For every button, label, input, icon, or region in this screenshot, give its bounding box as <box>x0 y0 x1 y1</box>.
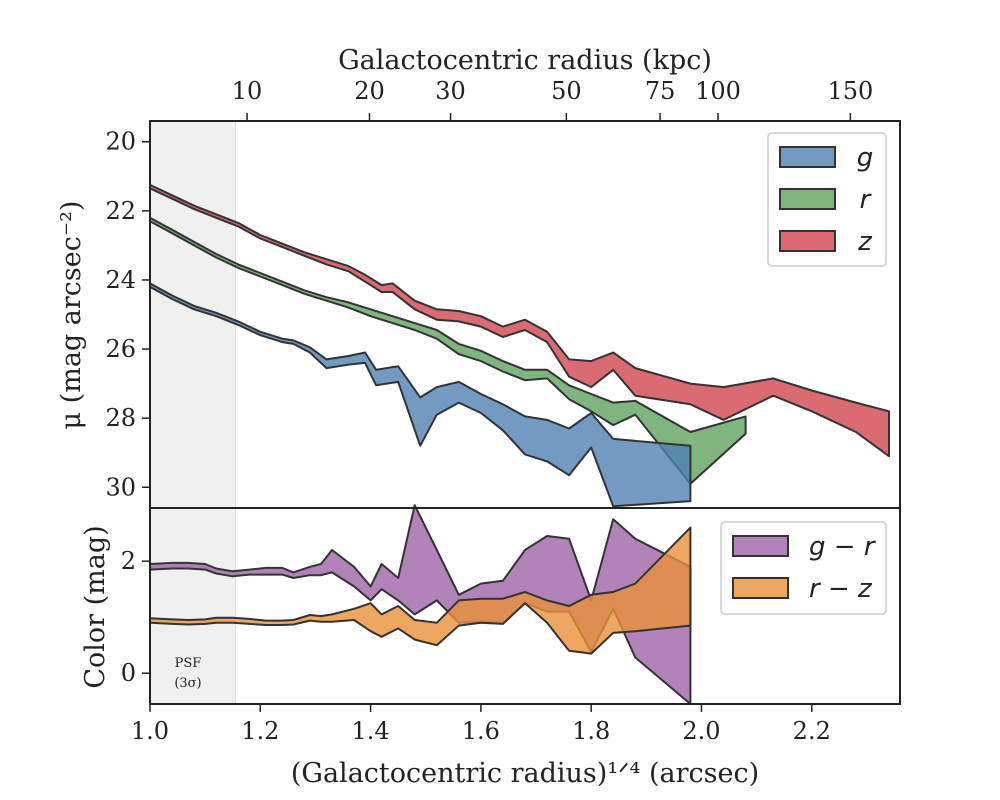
legend-label: z <box>857 227 873 257</box>
bottom-y-tick-label: 0 <box>121 659 136 687</box>
bottom-y-tick-label: 2 <box>121 547 136 575</box>
top-y-axis-title: μ (mag arcsec⁻²) <box>56 201 87 430</box>
top-y-tick-label: 26 <box>105 335 136 363</box>
legend-label: g − r <box>809 532 877 562</box>
legend-swatch <box>732 535 789 557</box>
top-y-tick-label: 24 <box>105 266 136 294</box>
series-band-z <box>149 183 890 458</box>
bottom-panel-frame <box>149 507 901 705</box>
top-y-tick-label: 30 <box>105 473 136 501</box>
top-x-tick-label: 50 <box>551 77 582 105</box>
top-x-tick-label: 20 <box>354 77 385 105</box>
psf-shaded-region-bottom <box>149 507 236 705</box>
top-legend: grz <box>767 132 887 267</box>
bottom-legend: g − r r − z <box>720 521 887 615</box>
color-panel: 0 2 1.0 1.2 1.4 1.6 1.8 2.0 2.2 PSF (3σ) (Galac… <box>80 504 901 789</box>
bottom-x-tick-label: 2.0 <box>682 717 720 745</box>
legend-swatch <box>779 188 836 210</box>
top-x-tick-label: 10 <box>232 77 263 105</box>
bottom-x-axis-title: (Galactocentric radius)¹ᐟ⁴ (arcsec) <box>291 758 759 789</box>
legend-label: r <box>860 185 873 215</box>
top-y-tick-label: 20 <box>105 128 136 156</box>
legend-swatch <box>732 577 789 599</box>
legend-label: g <box>857 143 874 173</box>
psf-label-line1: PSF <box>175 656 202 671</box>
top-y-tick-label: 28 <box>105 404 136 432</box>
bottom-x-tick-label: 1.0 <box>131 717 169 745</box>
series-band-r-minus-z <box>149 526 692 655</box>
top-x-tick-label: 150 <box>827 77 873 105</box>
top-y-tick-label: 22 <box>105 197 136 225</box>
bottom-x-tick-label: 2.2 <box>793 717 831 745</box>
top-x-tick-label: 30 <box>435 77 466 105</box>
legend-swatch <box>779 230 836 252</box>
top-x-tick-label: 75 <box>645 77 676 105</box>
psf-label-line2: (3σ) <box>174 676 201 691</box>
legend-swatch <box>779 146 836 168</box>
bottom-x-tick-label: 1.8 <box>572 717 610 745</box>
series-band-g <box>149 282 692 508</box>
bottom-x-tick-label: 1.2 <box>241 717 279 745</box>
bottom-y-axis-title: Color (mag) <box>80 525 111 688</box>
bottom-x-tick-label: 1.4 <box>352 717 390 745</box>
top-x-tick-label: 100 <box>695 77 741 105</box>
bottom-x-tick-label: 1.6 <box>462 717 500 745</box>
surface-brightness-panel: 20 22 24 26 28 30 10 20 30 50 75 100 150 Galactocen… <box>56 45 901 509</box>
legend-label: r − z <box>809 574 873 604</box>
top-x-axis-title: Galactocentric radius (kpc) <box>338 45 712 76</box>
